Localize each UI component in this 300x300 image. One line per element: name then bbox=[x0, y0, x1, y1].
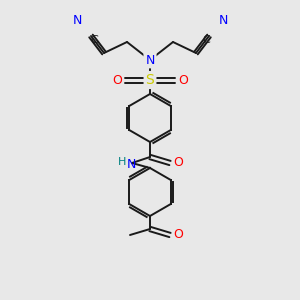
Text: S: S bbox=[146, 73, 154, 87]
Text: O: O bbox=[173, 157, 183, 169]
Text: C: C bbox=[90, 35, 98, 45]
Text: H: H bbox=[118, 157, 126, 167]
Text: N: N bbox=[218, 14, 228, 26]
Text: N: N bbox=[72, 14, 82, 26]
Text: O: O bbox=[173, 229, 183, 242]
Text: N: N bbox=[145, 53, 155, 67]
Text: O: O bbox=[178, 74, 188, 86]
Text: O: O bbox=[112, 74, 122, 86]
Text: N: N bbox=[126, 158, 136, 170]
Text: C: C bbox=[202, 35, 210, 45]
